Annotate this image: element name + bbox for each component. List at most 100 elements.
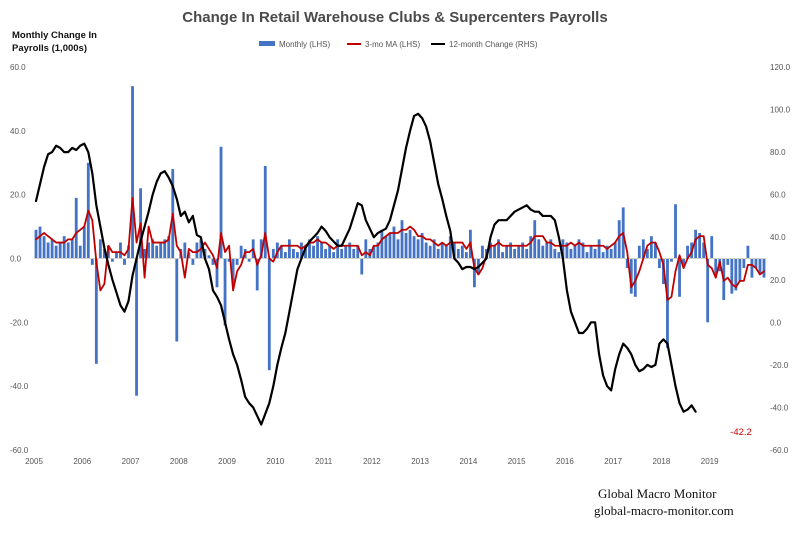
right-tick-label: 0.0: [770, 318, 782, 327]
bar-monthly: [593, 248, 597, 259]
bar-monthly: [155, 245, 159, 259]
bar-monthly: [259, 239, 263, 259]
x-tick-label: 2012: [363, 457, 381, 466]
bar-monthly: [38, 226, 42, 259]
bar-monthly: [98, 239, 102, 259]
bar-monthly: [62, 236, 66, 259]
bar-monthly: [497, 239, 500, 259]
bar-monthly: [702, 242, 706, 259]
left-tick-label: 20.0: [10, 191, 26, 200]
bar-monthly: [396, 239, 400, 259]
line-12-month-change: [34, 112, 697, 426]
bar-monthly: [115, 252, 118, 259]
bar-monthly: [135, 258, 138, 396]
bar-monthly: [364, 239, 368, 259]
bar-monthly: [674, 204, 677, 259]
bar-monthly: [54, 245, 58, 259]
bar-monthly: [348, 242, 352, 259]
bar-monthly: [227, 258, 231, 262]
bar-monthly: [432, 239, 436, 259]
bar-monthly: [332, 252, 336, 259]
bar-monthly: [123, 258, 126, 265]
bar-monthly: [211, 258, 215, 265]
bar-monthly: [645, 248, 649, 259]
left-tick-label: 60.0: [10, 63, 26, 72]
bar-monthly: [195, 242, 199, 259]
left-tick-label: 0.0: [10, 255, 22, 264]
bar-monthly: [111, 258, 114, 262]
bar-monthly: [219, 146, 223, 259]
bar-monthly: [493, 245, 496, 259]
bar-monthly: [605, 245, 609, 259]
bar-monthly: [247, 258, 251, 262]
bar-monthly: [316, 236, 319, 259]
bar-monthly: [380, 229, 384, 259]
bar-monthly: [404, 232, 408, 259]
bar-monthly: [613, 242, 617, 259]
x-tick-label: 2010: [266, 457, 284, 466]
bar-monthly: [440, 242, 444, 259]
line-3mo-ma: [35, 196, 765, 301]
bar-monthly: [267, 258, 271, 371]
bar-monthly: [320, 242, 323, 259]
bar-monthly: [569, 248, 573, 259]
bar-monthly: [565, 242, 569, 259]
right-axis: 120.0 100.0 80.0 60.0 40.0 20.0 0.0 -20.0 -40.0 -…: [770, 63, 791, 455]
bar-monthly: [686, 245, 689, 259]
bar-monthly: [207, 255, 211, 259]
bar-monthly: [501, 252, 504, 259]
bar-monthly: [163, 239, 167, 259]
left-axis: 60.0 40.0 20.0 0.0 -20.0 -40.0 -60.0: [10, 63, 29, 455]
y-axis-label-line-1: Monthly Change In: [12, 30, 97, 41]
bar-monthly: [191, 258, 195, 265]
bar-monthly: [464, 252, 468, 259]
legend: Monthly (LHS) 3-mo MA (LHS) 12-month Cha…: [259, 40, 538, 49]
bar-monthly: [525, 248, 529, 259]
bar-monthly: [50, 239, 54, 259]
bar-monthly: [94, 258, 98, 364]
bar-monthly: [424, 242, 428, 259]
bar-monthly: [589, 245, 593, 259]
bar-monthly: [308, 239, 311, 259]
bars-monthly: [34, 86, 766, 396]
bar-monthly: [400, 220, 404, 259]
x-tick-label: 2005: [25, 457, 43, 466]
bar-monthly: [649, 236, 653, 259]
x-tick-label: 2017: [604, 457, 622, 466]
bar-monthly: [292, 248, 295, 259]
bar-monthly: [460, 245, 464, 259]
bar-monthly: [356, 245, 360, 259]
bar-monthly: [408, 229, 412, 259]
bar-monthly: [573, 245, 577, 259]
bar-monthly: [340, 248, 344, 259]
bar-monthly: [444, 245, 448, 259]
bar-monthly: [617, 220, 621, 259]
bar-monthly: [58, 242, 62, 259]
bar-monthly: [473, 258, 476, 288]
bar-monthly: [577, 239, 581, 259]
y-axis-label-line-2: Payrolls (1,000s): [12, 43, 87, 54]
bar-monthly: [119, 242, 122, 259]
legend-label-ma: 3-mo MA (LHS): [365, 40, 420, 49]
x-tick-label: 2019: [701, 457, 719, 466]
bar-monthly: [147, 242, 151, 259]
bar-monthly: [581, 242, 585, 259]
bar-monthly: [513, 248, 517, 259]
bar-monthly: [710, 236, 714, 259]
x-tick-label: 2014: [459, 457, 477, 466]
x-axis: 2005 2006 2007 2008 2009 2010 2011 2012 2013 2014…: [25, 457, 719, 466]
bar-monthly: [215, 258, 219, 288]
bar-monthly: [336, 239, 340, 259]
bar-monthly: [34, 229, 38, 259]
bar-monthly: [304, 245, 307, 259]
right-tick-label: 40.0: [770, 233, 786, 242]
bar-monthly: [328, 245, 332, 259]
bar-monthly: [738, 258, 742, 281]
bar-monthly: [633, 258, 637, 297]
right-tick-label: -40.0: [770, 403, 789, 412]
bar-monthly: [167, 236, 171, 259]
bar-monthly: [448, 236, 452, 259]
credit-line-1: Global Macro Monitor: [598, 486, 717, 501]
bar-monthly: [175, 258, 179, 342]
bar-monthly: [537, 239, 541, 259]
